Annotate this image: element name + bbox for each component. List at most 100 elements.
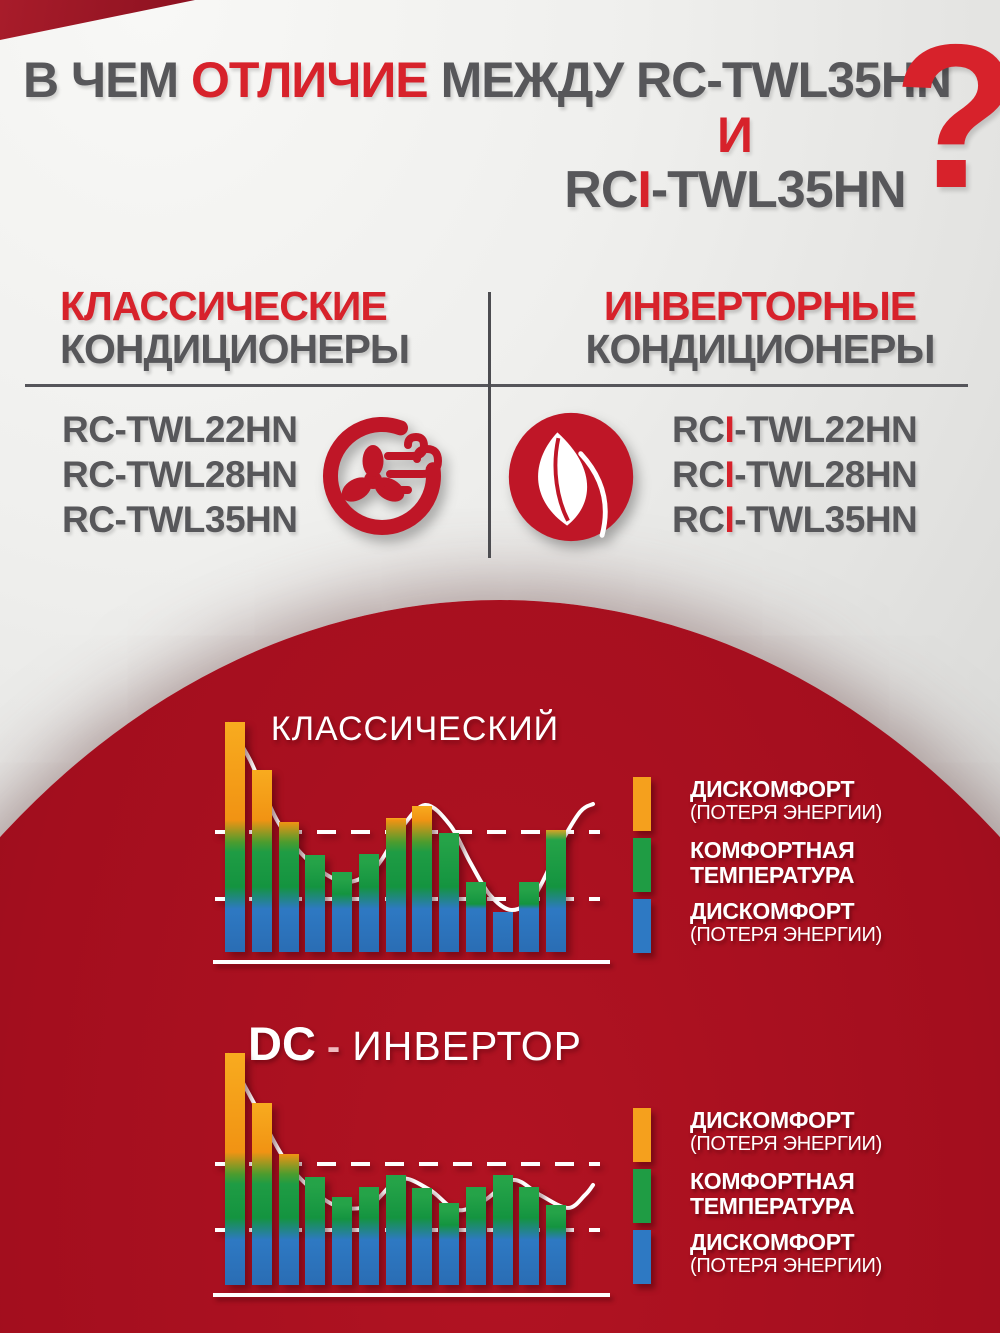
bar (278, 822, 299, 952)
legend-row: КОМФОРТНАЯ ТЕМПЕРАТУРА (633, 1169, 913, 1223)
legend-swatch (633, 1108, 651, 1162)
legend-swatch (633, 1169, 651, 1223)
model-suffix: -TWL22HN (734, 409, 918, 450)
model-item: RCI-TWL35HN (672, 497, 918, 542)
bar (385, 818, 406, 952)
chart-baseline-classic (213, 960, 610, 964)
model-accent: I (724, 499, 735, 540)
legend-text: ДИСКОМФОРТ (ПОТЕРЯ ЭНЕРГИИ) (690, 1108, 900, 1156)
chart-title-part: ИНВЕРТОР (352, 1023, 582, 1069)
horizontal-divider (25, 384, 968, 387)
bar (305, 1177, 326, 1285)
bar (546, 1205, 566, 1285)
legend-swatch (633, 899, 651, 953)
chart-legend-inverter: ДИСКОМФОРТ (ПОТЕРЯ ЭНЕРГИИ) КОМФОРТНАЯ ТЕМ… (633, 1108, 913, 1291)
legend-text: ДИСКОМФОРТ (ПОТЕРЯ ЭНЕРГИИ) (690, 1230, 900, 1278)
legend-swatch (633, 777, 651, 831)
legend-row: КОМФОРТНАЯ ТЕМПЕРАТУРА (633, 838, 913, 892)
question-mark: ? (893, 14, 1000, 219)
model-text: -TWL35HN (650, 161, 907, 219)
bar (465, 882, 486, 952)
chart-title-classic: КЛАССИЧЕСКИЙ (270, 710, 560, 748)
classic-column-header: КЛАССИЧЕСКИЕ КОНДИЦИОНЕРЫ (60, 283, 410, 372)
model-item: RC-TWL28HN (62, 454, 298, 495)
bar (305, 855, 326, 952)
bar (251, 1103, 272, 1285)
chart-plot-classic (215, 712, 607, 952)
title-accent: ОТЛИЧИЕ (191, 52, 429, 108)
model-item: RC-TWL35HN (62, 499, 298, 540)
model-accent: I (724, 409, 735, 450)
bar (358, 854, 379, 952)
bar (439, 1203, 459, 1285)
chart-title-inverter: DC - ИНВЕРТОР (215, 1016, 615, 1071)
corner-accent (0, 0, 195, 40)
inverter-column-header: ИНВЕРТОРНЫЕ КОНДИЦИОНЕРЫ (540, 285, 980, 371)
bar (412, 806, 433, 952)
model-suffix: -TWL35HN (734, 499, 918, 540)
bar (412, 1188, 433, 1285)
bar (278, 1154, 299, 1285)
bar (439, 833, 459, 952)
bar (492, 1175, 513, 1285)
bar (332, 1197, 352, 1285)
legend-text: КОМФОРТНАЯ ТЕМПЕРАТУРА (690, 1169, 900, 1219)
legend-label: КОМФОРТНАЯ ТЕМПЕРАТУРА (690, 1168, 855, 1219)
legend-swatch (633, 838, 651, 892)
legend-swatch (633, 1230, 651, 1284)
model-prefix: RC (672, 499, 725, 540)
bar (492, 912, 513, 952)
model-prefix: RC (672, 454, 725, 495)
title-line-1: В ЧЕМ ОТЛИЧИЕ МЕЖДУ RC-TWL35HN (23, 52, 952, 108)
vertical-divider (488, 292, 491, 558)
chart-baseline-inverter (213, 1293, 610, 1297)
bar (225, 722, 245, 952)
bar (225, 1053, 245, 1285)
legend-row: ДИСКОМФОРТ (ПОТЕРЯ ЭНЕРГИИ) (633, 899, 913, 953)
classic-header-rest: КОНДИЦИОНЕРЫ (60, 326, 410, 372)
chart-plot-inverter (215, 1045, 607, 1285)
title-text: В ЧЕМ (23, 52, 192, 108)
chart-legend-classic: ДИСКОМФОРТ (ПОТЕРЯ ЭНЕРГИИ) КОМФОРТНАЯ ТЕМ… (633, 777, 913, 960)
title-line-3: RCI-TWL35HN (535, 163, 935, 217)
leaf-icon (508, 412, 634, 542)
bar (385, 1175, 406, 1285)
legend-row: ДИСКОМФОРТ (ПОТЕРЯ ЭНЕРГИИ) (633, 1108, 913, 1162)
legend-row: ДИСКОМФОРТ (ПОТЕРЯ ЭНЕРГИИ) (633, 777, 913, 831)
bar (358, 1187, 379, 1285)
legend-text: ДИСКОМФОРТ (ПОТЕРЯ ЭНЕРГИИ) (690, 899, 900, 947)
bar (251, 770, 272, 952)
models-list-classic: RC-TWL22HN RC-TWL28HN RC-TWL35HN (62, 407, 298, 542)
model-item: RC-TWL22HN (62, 409, 298, 450)
bar (519, 1187, 540, 1285)
inverter-header-rest: КОНДИЦИОНЕРЫ (585, 326, 936, 372)
legend-row: ДИСКОМФОРТ (ПОТЕРЯ ЭНЕРГИИ) (633, 1230, 913, 1284)
legend-text: ДИСКОМФОРТ (ПОТЕРЯ ЭНЕРГИИ) (690, 777, 900, 825)
model-item: RCI-TWL28HN (672, 452, 918, 497)
classic-header-accent: КЛАССИЧЕСКИЕ (60, 283, 388, 329)
chart-title-part: DC (248, 1017, 316, 1070)
model-item: RCI-TWL22HN (672, 407, 918, 452)
model-prefix: RC (672, 409, 725, 450)
bar (465, 1187, 486, 1285)
bar (519, 882, 540, 952)
model-text: RC (564, 161, 638, 219)
bar (332, 872, 352, 952)
title-line-2: И (717, 107, 753, 163)
model-accent: I (637, 161, 651, 219)
legend-label: ДИСКОМФОРТ (690, 1107, 855, 1133)
legend-sublabel: (ПОТЕРЯ ЭНЕРГИИ) (690, 924, 882, 946)
inverter-header-accent: ИНВЕРТОРНЫЕ (603, 283, 917, 329)
legend-label: ДИСКОМФОРТ (690, 1229, 855, 1255)
legend-text: КОМФОРТНАЯ ТЕМПЕРАТУРА (690, 838, 900, 888)
legend-sublabel: (ПОТЕРЯ ЭНЕРГИИ) (690, 802, 882, 824)
fan-icon (323, 416, 442, 535)
model-suffix: -TWL28HN (734, 454, 918, 495)
chart-title-part: - (326, 1025, 342, 1069)
legend-label: КОМФОРТНАЯ ТЕМПЕРАТУРА (690, 837, 855, 888)
title-text: МЕЖДУ RC-TWL35HN (427, 52, 952, 108)
bar (546, 830, 566, 952)
legend-label: ДИСКОМФОРТ (690, 776, 855, 802)
legend-sublabel: (ПОТЕРЯ ЭНЕРГИИ) (690, 1255, 882, 1277)
